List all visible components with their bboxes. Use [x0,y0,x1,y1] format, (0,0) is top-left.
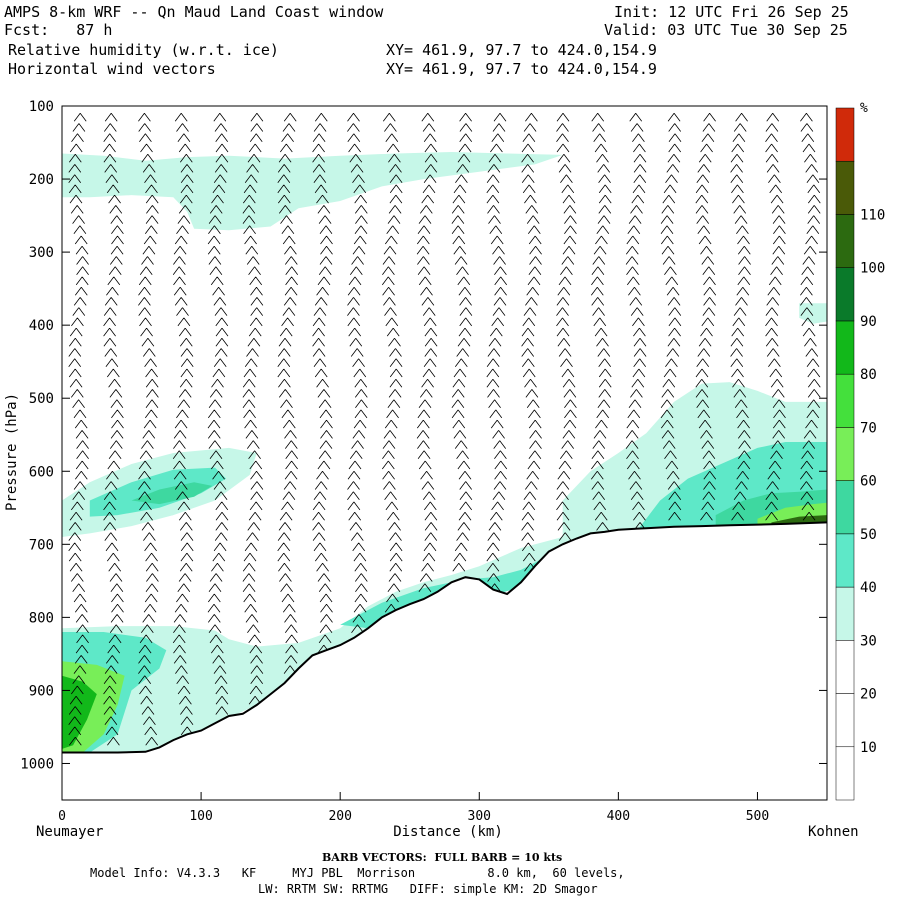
y-tick-label: 400 [29,318,54,334]
colorbar-label: 90 [860,314,877,330]
barb-column [799,113,821,521]
field-label-rh: Relative humidity (w.r.t. ice) [8,41,279,59]
barb-note: BARB VECTORS: FULL BARB = 10 kts [322,851,563,864]
colorbar-label: 110 [860,207,885,223]
colorbar-label: 50 [860,527,877,543]
y-tick-label: 600 [29,464,54,480]
colorbar-label: 20 [860,687,877,703]
barb-column [521,113,542,572]
y-tick-label: 500 [29,391,54,407]
x-axis-label: Distance (km) [393,824,503,840]
barb-column [730,113,751,521]
colorbar-unit: % [860,101,868,116]
x-tick-label: 400 [607,809,630,824]
wind-barbs [68,113,821,746]
x-tick-label: 500 [746,809,769,824]
colorbar-label: 10 [860,740,877,756]
colorbar-segment [835,640,855,694]
colorbar: 10 20 30 40 50 60 70 80 90 100 110% [835,101,885,801]
y-tick-label: 900 [29,683,54,699]
colorbar-segment [835,693,855,748]
barb-column [242,113,264,705]
colorbar-segment [835,533,855,588]
colorbar-segment [835,373,855,428]
barb-column [381,113,403,613]
y-tick-label: 1000 [20,756,54,772]
forecast-hour: Fcst: 87 h [4,21,113,39]
colorbar-label: 60 [860,474,877,490]
terrain-line [62,521,827,754]
rh-upper-band [62,152,563,231]
y-axis-label: Pressure (hPa) [4,393,20,511]
barb-column [68,113,89,746]
barb-column [660,113,682,521]
barb-column [312,113,333,654]
barb-column [486,113,508,593]
plot-frame [61,105,828,801]
colorbar-segment [835,480,855,535]
x-tick-label: 0 [58,809,66,824]
colorbar-segment [835,746,855,801]
colorbar-segment [835,267,855,322]
colorbar-segment [835,214,855,268]
colorbar-segment [835,320,855,375]
init-time: Init: 12 UTC Fri 26 Sep 25 [614,3,849,21]
barb-column [416,113,438,593]
colorbar-segment [835,107,855,162]
barb-column [695,113,717,521]
y-tick-label: 200 [29,172,54,188]
model-info-line2: LW: RRTM SW: RRTMG DIFF: simple KM: 2D S… [258,882,598,896]
barb-column [765,113,786,521]
chart-title: AMPS 8-km WRF -- Qn Maud Land Coast wind… [4,3,384,21]
y-tick-label: 100 [29,99,54,115]
barb-column [172,113,194,736]
barb-column [207,113,229,715]
rh-left-mid-inner [131,482,213,505]
rh-upper-right-blob [799,303,827,324]
colorbar-segment [835,586,855,641]
barb-column [103,113,124,746]
left-endpoint-label: Neumayer [36,824,103,840]
xy-rh: XY= 461.9, 97.7 to 424.0,154.9 [386,41,657,59]
terrain-fill [62,522,827,800]
barb-column [277,113,299,674]
valid-time: Valid: 03 UTC Tue 30 Sep 25 [604,21,848,39]
barb-column [625,113,647,531]
colorbar-label: 70 [860,420,877,436]
axes: 100 200 300 400 500 600 700 800 900 1000 0 100 200 30… [20,99,827,824]
barb-column [138,113,159,746]
terrain [62,521,827,800]
colorbar-label: 30 [860,633,877,649]
y-tick-label: 300 [29,245,54,261]
xy-wind: XY= 461.9, 97.7 to 424.0,154.9 [386,60,657,78]
barb-column [347,113,368,633]
barb-column [556,113,577,541]
x-tick-label: 200 [328,809,351,824]
colorbar-segment [835,160,855,215]
colorbar-label: 100 [860,261,885,277]
model-info-line1: Model Info: V4.3.3 KF MYJ PBL Morrison 8… [90,866,625,880]
colorbar-label: 40 [860,580,877,596]
y-tick-label: 700 [29,537,54,553]
barb-column [451,113,473,572]
x-tick-label: 300 [468,809,491,824]
barb-column [590,113,612,531]
field-label-wind: Horizontal wind vectors [8,60,216,78]
colorbar-segment [835,427,855,481]
y-tick-label: 800 [29,610,54,626]
right-endpoint-label: Kohnen [808,824,859,840]
x-tick-label: 100 [189,809,212,824]
colorbar-label: 80 [860,367,877,383]
